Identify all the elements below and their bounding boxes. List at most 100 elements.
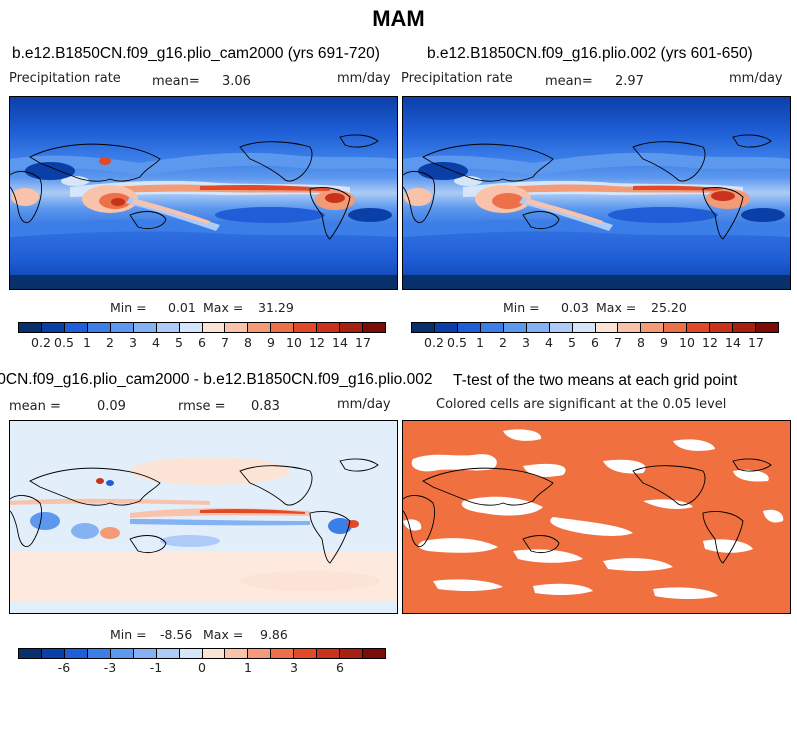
colorbar-tick-label: 1 <box>476 335 484 350</box>
panel2-mean-label: mean= <box>545 74 593 89</box>
panel3-difference-map <box>9 420 398 614</box>
colorbar-tick-label: 8 <box>244 335 252 350</box>
colorbar-swatch <box>156 649 180 658</box>
panel3-max-value: 9.86 <box>260 627 288 642</box>
colorbar-swatch <box>572 323 596 332</box>
colorbar-swatch <box>41 649 65 658</box>
panel1-title: b.e12.B1850CN.f09_g16.plio_cam2000 (yrs … <box>12 45 380 62</box>
panel2-variable-label: Precipitation rate <box>401 71 513 86</box>
panel2-units: mm/day <box>729 71 783 86</box>
colorbar-swatch <box>294 649 318 658</box>
colorbar-swatch <box>225 323 249 332</box>
panel4-subtitle: Colored cells are significant at the 0.0… <box>436 397 727 412</box>
colorbar-tick-label: 0.5 <box>54 335 74 350</box>
panel2-title: b.e12.B1850CN.f09_g16.plio.002 (yrs 601-… <box>427 45 753 62</box>
colorbar-tick-label: 6 <box>336 660 344 675</box>
panel1-mean-label: mean= <box>152 74 200 89</box>
colorbar-swatch <box>687 323 711 332</box>
panel2-colorbar-ticks: 0.2 0.5 1 2 3 4 5 6 7 8 9 10 12 14 17 <box>411 335 779 351</box>
panel2-colorbar <box>411 322 779 333</box>
panel3-colorbar-ticks: -6 -3 -1 0 1 3 6 <box>18 660 386 676</box>
colorbar-tick-label: 6 <box>591 335 599 350</box>
figure-title: MAM <box>372 6 425 31</box>
colorbar-tick-label: 12 <box>702 335 718 350</box>
panel1-colorbar <box>18 322 386 333</box>
colorbar-tick-label: 2 <box>106 335 114 350</box>
panel1-min-label: Min = <box>110 300 147 315</box>
panel3-mean-value: 0.09 <box>97 399 126 414</box>
panel1-precip-map <box>9 96 398 290</box>
panel2-max-label: Max = <box>596 300 637 315</box>
colorbar-swatch <box>202 649 226 658</box>
colorbar-swatch <box>41 323 65 332</box>
panel3-rmse-label: rmse = <box>178 399 226 414</box>
colorbar-swatch <box>618 323 642 332</box>
panel1-max-value: 31.29 <box>258 300 294 315</box>
colorbar-swatch <box>434 323 458 332</box>
panel2-mean-value: 2.97 <box>615 74 644 89</box>
colorbar-tick-label: 10 <box>286 335 302 350</box>
colorbar-swatch <box>87 323 111 332</box>
colorbar-swatch <box>503 323 527 332</box>
colorbar-tick-label: 3 <box>129 335 137 350</box>
colorbar-tick-label: 0.2 <box>424 335 444 350</box>
colorbar-swatch <box>412 323 435 332</box>
colorbar-tick-label: 14 <box>332 335 348 350</box>
panel3-title-clip: b.e12.B1850CN.f09_g16.plio_cam2000 - b.e… <box>0 370 462 390</box>
colorbar-swatch <box>248 649 272 658</box>
colorbar-tick-label: 5 <box>568 335 576 350</box>
colorbar-swatch <box>294 323 318 332</box>
panel3-rmse-value: 0.83 <box>251 399 280 414</box>
colorbar-tick-label: 12 <box>309 335 325 350</box>
colorbar-swatch <box>271 323 295 332</box>
colorbar-tick-label: -1 <box>149 660 163 675</box>
colorbar-swatch <box>19 323 42 332</box>
colorbar-tick-label: 0 <box>198 660 206 675</box>
panel4-title: T-test of the two means at each grid poi… <box>453 372 738 389</box>
colorbar-swatch <box>110 323 134 332</box>
colorbar-tick-label: 10 <box>679 335 695 350</box>
colorbar-swatch <box>87 649 111 658</box>
colorbar-tick-label: 7 <box>221 335 229 350</box>
colorbar-swatch <box>225 649 249 658</box>
colorbar-swatch <box>664 323 688 332</box>
colorbar-tick-label: 8 <box>637 335 645 350</box>
colorbar-swatch <box>363 323 385 332</box>
colorbar-swatch <box>317 649 341 658</box>
colorbar-tick-label: -3 <box>103 660 117 675</box>
colorbar-tick-label: 9 <box>267 335 275 350</box>
colorbar-swatch <box>271 649 295 658</box>
panel3-colorbar <box>18 648 386 659</box>
colorbar-swatch <box>526 323 550 332</box>
panel1-units: mm/day <box>337 71 391 86</box>
panel2-map-graphic <box>403 97 790 289</box>
colorbar-tick-label: 4 <box>545 335 553 350</box>
colorbar-tick-label: 0.5 <box>447 335 467 350</box>
panel1-max-label: Max = <box>203 300 244 315</box>
colorbar-tick-label: 0.2 <box>31 335 51 350</box>
colorbar-tick-label: 2 <box>499 335 507 350</box>
panel2-min-value: 0.03 <box>561 300 589 315</box>
colorbar-swatch <box>595 323 619 332</box>
colorbar-tick-label: 4 <box>152 335 160 350</box>
colorbar-swatch <box>340 323 364 332</box>
colorbar-swatch <box>480 323 504 332</box>
colorbar-swatch <box>710 323 734 332</box>
colorbar-swatch <box>641 323 665 332</box>
colorbar-swatch <box>64 323 88 332</box>
panel3-mean-label: mean = <box>9 399 61 414</box>
colorbar-swatch <box>549 323 573 332</box>
colorbar-swatch <box>317 323 341 332</box>
colorbar-swatch <box>133 323 157 332</box>
colorbar-tick-label: 14 <box>725 335 741 350</box>
colorbar-tick-label: 17 <box>748 335 764 350</box>
colorbar-tick-label: 9 <box>660 335 668 350</box>
panel3-min-label: Min = <box>110 627 147 642</box>
panel3-max-label: Max = <box>203 627 244 642</box>
panel1-mean-value: 3.06 <box>222 74 251 89</box>
panel3-map-graphic <box>10 421 397 613</box>
colorbar-tick-label: 3 <box>522 335 530 350</box>
panel4-significance-map <box>402 420 791 614</box>
panel3-units: mm/day <box>337 397 391 412</box>
panel1-colorbar-ticks: 0.2 0.5 1 2 3 4 5 6 7 8 9 10 12 14 17 <box>18 335 386 351</box>
